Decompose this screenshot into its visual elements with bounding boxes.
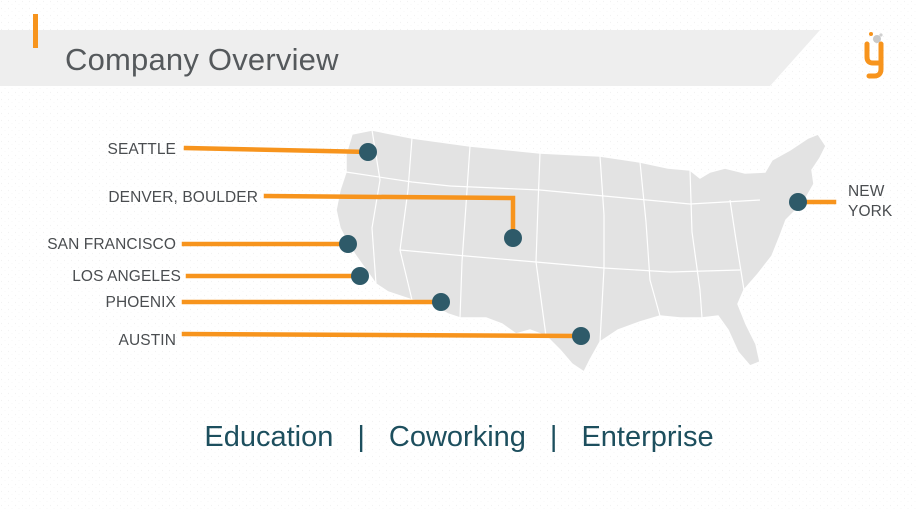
tagline-separator: | xyxy=(549,421,558,453)
map-pin-dot-icon xyxy=(432,293,450,311)
map-pin-dot-icon xyxy=(572,327,590,345)
connector-line-seattle xyxy=(183,145,371,155)
city-label-austin: AUSTIN xyxy=(118,332,176,349)
city-label-seattle: SEATTLE xyxy=(107,141,176,158)
city-label-new-york: NEW YORK xyxy=(848,182,892,222)
orange-g-logo-icon xyxy=(864,32,884,79)
tagline-separator: | xyxy=(357,421,365,453)
map-pin-dot-icon xyxy=(789,193,807,211)
city-label-denver-boulder: DENVER, BOULDER xyxy=(108,189,258,206)
map-pin-dot-icon xyxy=(504,229,522,247)
state-borders xyxy=(345,129,761,343)
city-label-los-angeles: LOS ANGELES xyxy=(72,268,181,285)
connector-line-denver xyxy=(263,193,516,239)
tagline-enterprise: Enterprise xyxy=(581,421,714,453)
us-map-outline xyxy=(335,129,827,374)
tagline: Education | Coworking | Enterprise xyxy=(0,421,918,454)
header-band xyxy=(0,30,820,86)
title-accent-bar xyxy=(33,14,38,48)
tagline-coworking: Coworking xyxy=(388,421,526,453)
map-pin-dot-icon xyxy=(339,235,357,253)
city-label-new-york-line2: YORK xyxy=(848,203,893,220)
city-label-phoenix: PHOENIX xyxy=(105,294,176,311)
page-title: Company Overview xyxy=(65,42,339,77)
connector-line-austin xyxy=(181,331,583,339)
city-label-san-francisco: SAN FRANCISCO xyxy=(47,236,176,253)
city-label-new-york-line1: NEW xyxy=(848,183,885,200)
map-pin-dot-icon xyxy=(359,143,377,161)
tagline-education: Education xyxy=(204,421,334,453)
map-pin-dot-icon xyxy=(351,267,369,285)
